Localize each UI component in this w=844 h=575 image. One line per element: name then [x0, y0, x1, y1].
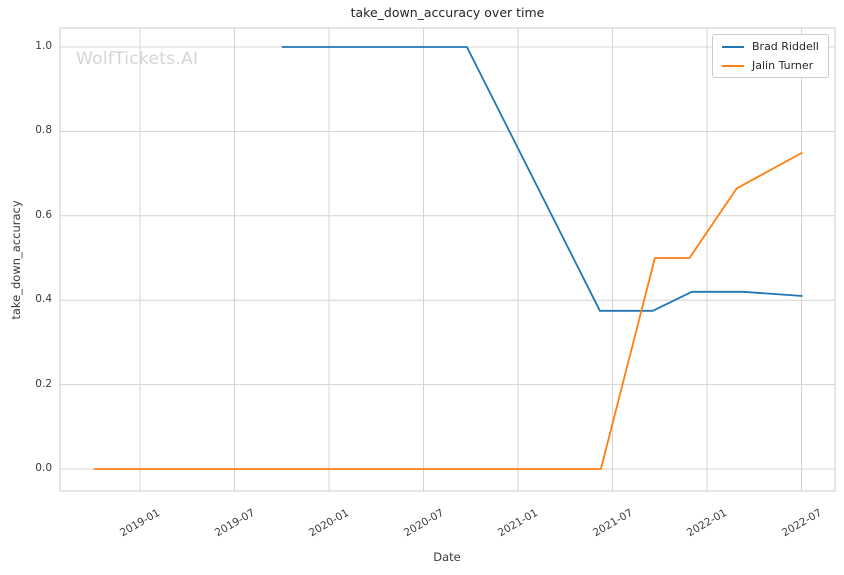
y-tick-label: 0.8 — [35, 124, 52, 137]
y-tick-label: 1.0 — [35, 40, 52, 52]
legend-line-swatch — [722, 45, 744, 48]
legend-item-jalin-turner: Jalin Turner — [722, 59, 819, 72]
plot-spines — [59, 27, 836, 492]
legend-item-brad-riddell: Brad Riddell — [722, 40, 819, 53]
legend: Brad Riddell Jalin Turner — [712, 34, 829, 78]
chart-title: take_down_accuracy over time — [350, 5, 545, 20]
y-tick-label: 0.0 — [35, 462, 52, 474]
watermark: WolfTickets.AI — [76, 49, 199, 69]
series-line-jalin-turner — [93, 151, 803, 470]
legend-label: Jalin Turner — [752, 59, 814, 72]
y-tick-label: 0.6 — [35, 208, 52, 221]
series-line-brad-riddell — [281, 46, 803, 312]
legend-label: Brad Riddell — [752, 40, 819, 53]
y-tick-label: 0.4 — [35, 293, 52, 306]
legend-line-swatch — [722, 64, 744, 67]
y-tick-label: 0.2 — [35, 377, 52, 390]
x-axis-label: Date — [433, 550, 461, 564]
